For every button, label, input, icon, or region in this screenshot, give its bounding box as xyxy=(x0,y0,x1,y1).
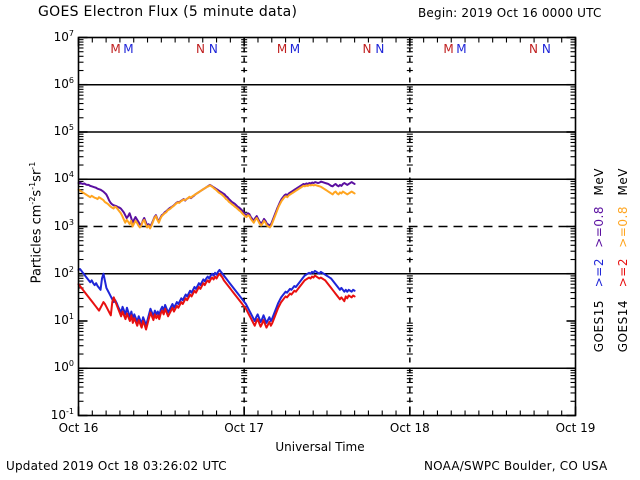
event-flag-m: M xyxy=(289,42,301,56)
legend-goes14-unit: MeV xyxy=(616,168,630,196)
y-tick-label: 103 xyxy=(53,217,74,233)
event-flag-m: M xyxy=(456,42,467,56)
x-tick-label: Oct 16 xyxy=(58,421,99,435)
y-tick-label: 100 xyxy=(53,359,74,375)
event-flag-n: N xyxy=(541,42,551,56)
y-axis-tick-labels: 107 106 105 104 103 102 101 100 10-1 xyxy=(0,0,74,480)
y-tick-label: 106 xyxy=(53,75,74,91)
series-line xyxy=(77,268,356,327)
event-flag-n: N xyxy=(375,42,385,56)
event-flag-m: M xyxy=(443,42,454,56)
data-series xyxy=(77,180,356,331)
event-flag-n: N xyxy=(529,42,538,56)
plot-frame xyxy=(77,36,577,417)
event-flag-n: N xyxy=(208,42,218,56)
legend-goes14-ge2: >=2 xyxy=(616,258,630,288)
y-tick-label: 107 xyxy=(53,28,74,44)
event-flag-m: M xyxy=(123,42,134,56)
y-tick-label: 105 xyxy=(53,123,74,138)
gridlines xyxy=(78,37,576,416)
legend-goes15-ge2: >=2 xyxy=(592,258,606,288)
axis-ticks xyxy=(77,36,577,417)
series-line xyxy=(77,272,356,331)
legend-goes15-satellite: GOES15 xyxy=(592,300,606,353)
y-tick-label: 101 xyxy=(53,312,74,327)
credit-label: NOAA/SWPC Boulder, CO USA xyxy=(424,459,608,473)
legend-goes14-ge08: >=0.8 xyxy=(616,206,630,248)
series-line xyxy=(77,183,356,230)
event-flag-m: M xyxy=(110,42,121,56)
y-tick-label: 10-1 xyxy=(50,406,74,422)
x-axis-label: Universal Time xyxy=(275,440,365,454)
begin-time-label: Begin: 2019 Oct 16 0000 UTC xyxy=(418,6,602,20)
legend-goes15-unit: MeV xyxy=(592,168,606,196)
x-tick-label: Oct 18 xyxy=(389,421,430,435)
event-flag-m: M xyxy=(276,42,288,56)
legend-goes14-satellite: GOES14 xyxy=(616,300,630,353)
x-tick-label: Oct 19 xyxy=(555,421,596,435)
event-flag-n: N xyxy=(196,42,205,56)
event-flag-n: N xyxy=(362,42,372,56)
x-tick-label: Oct 17 xyxy=(224,421,265,435)
page-title: GOES Electron Flux (5 minute data) xyxy=(38,4,298,20)
y-tick-label: 102 xyxy=(53,264,74,280)
legend-goes15-ge08: >=0.8 xyxy=(592,206,606,248)
updated-timestamp: Updated 2019 Oct 18 03:26:02 UTC xyxy=(6,459,227,473)
series-line xyxy=(77,180,356,228)
y-tick-label: 104 xyxy=(53,170,74,186)
